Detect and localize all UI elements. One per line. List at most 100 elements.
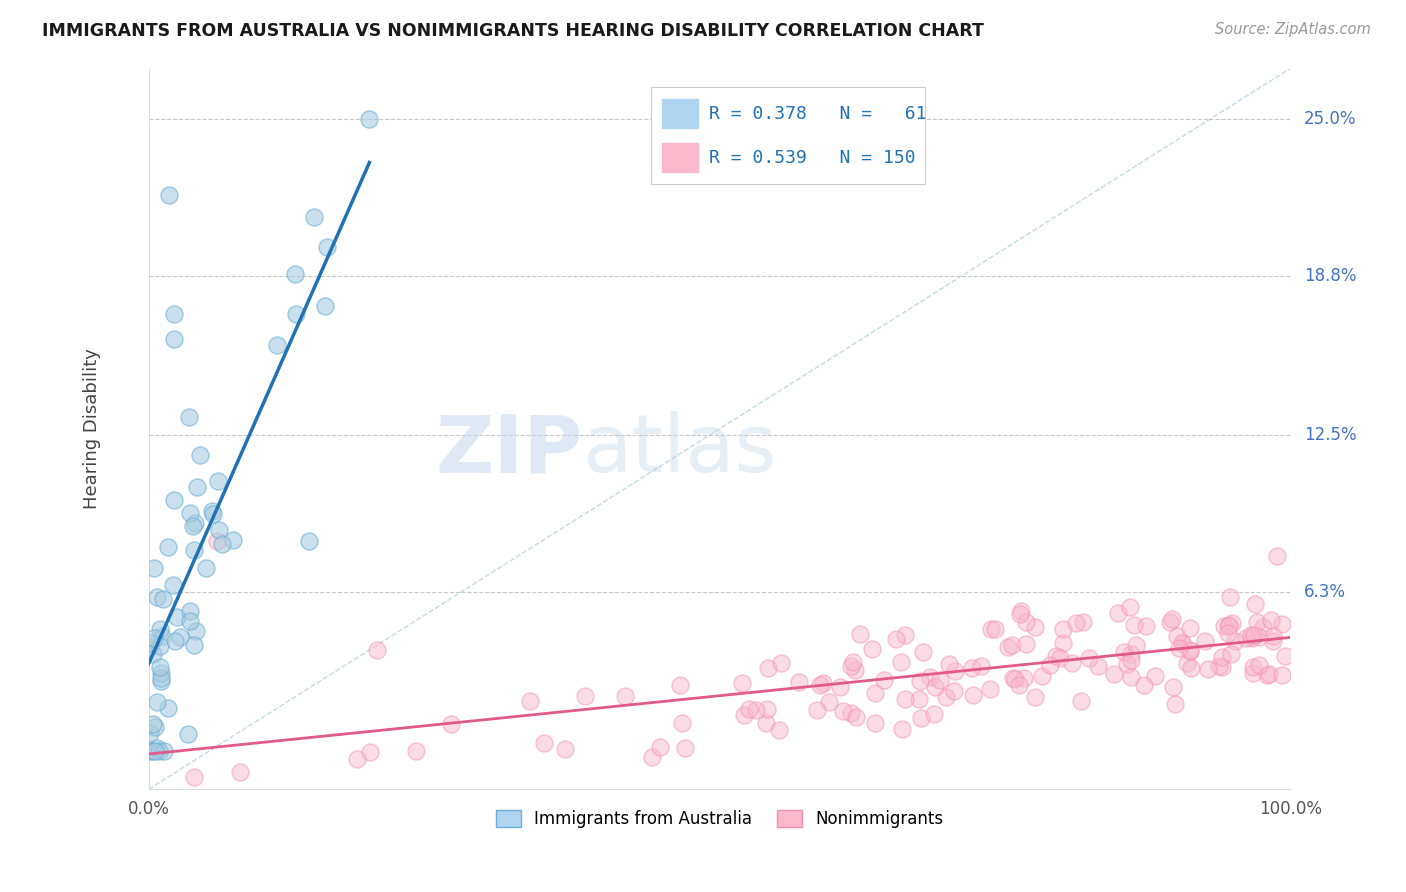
Point [1015,615,1038,629]
Point [143,631,166,645]
Legend: Immigrants from Australia, Nonimmigrants: Immigrants from Australia, Nonimmigrants [489,804,950,835]
Point [1180,644,1202,658]
Point [201,507,224,521]
Point [910,711,932,725]
Point [157,700,180,714]
Point [613,690,636,704]
Point [1024,620,1046,634]
Point [910,674,932,689]
Point [755,716,778,731]
Point [1220,615,1243,630]
Point [145,590,167,604]
Point [1087,659,1109,673]
Point [920,670,942,684]
Point [1256,668,1278,682]
Point [207,474,229,488]
Point [1243,597,1265,611]
Point [1052,622,1074,636]
Point [828,680,851,694]
Point [650,740,672,755]
Point [149,622,172,636]
Point [863,716,886,731]
Point [183,516,205,531]
Point [1107,606,1129,620]
Point [844,663,866,677]
Point [284,307,307,321]
Point [873,673,896,688]
Point [1164,697,1187,711]
Point [839,659,862,673]
Point [942,684,965,698]
Point [1015,637,1038,651]
Point [980,622,1002,636]
Point [907,692,929,706]
Point [1045,649,1067,664]
Point [304,210,326,224]
Point [1112,645,1135,659]
Point [1121,670,1143,684]
Point [153,744,176,758]
Point [1070,694,1092,708]
Point [1241,632,1264,646]
Point [1175,657,1198,671]
Point [1077,651,1099,665]
Point [960,661,983,675]
Point [997,640,1019,654]
Point [152,592,174,607]
Point [1166,629,1188,643]
Point [1001,671,1024,685]
Point [177,410,200,425]
Point [143,720,166,734]
Text: 6.3%: 6.3% [1303,583,1346,601]
Point [297,534,319,549]
Point [1119,648,1142,662]
Point [818,695,841,709]
Point [1064,615,1087,630]
Point [146,741,169,756]
Point [669,678,692,692]
Point [1194,634,1216,648]
Point [1225,634,1247,648]
Point [1241,660,1264,674]
Point [148,660,170,674]
Point [769,656,792,670]
Point [1271,668,1294,682]
Point [1274,648,1296,663]
Point [181,519,204,533]
Point [143,744,166,758]
Point [1260,614,1282,628]
Point [1180,621,1202,635]
Point [177,727,200,741]
Point [894,691,917,706]
Point [152,629,174,643]
Point [1052,636,1074,650]
Point [314,299,336,313]
Point [188,448,211,462]
Point [832,704,855,718]
Point [200,504,222,518]
Point [284,267,307,281]
Point [1012,671,1035,685]
Point [229,764,252,779]
Point [359,112,381,127]
Point [179,506,201,520]
Point [346,752,368,766]
Point [1161,612,1184,626]
Point [1168,641,1191,656]
Point [884,632,907,647]
Point [183,638,205,652]
Point [1159,615,1181,629]
Point [806,703,828,717]
Text: IMMIGRANTS FROM AUSTRALIA VS NONIMMIGRANTS HEARING DISABILITY CORRELATION CHART: IMMIGRANTS FROM AUSTRALIA VS NONIMMIGRAN… [42,22,984,40]
Point [1247,631,1270,645]
Point [148,744,170,758]
Point [745,703,768,717]
Point [1216,619,1239,633]
Point [166,609,188,624]
Point [849,626,872,640]
Point [1004,672,1026,686]
Point [169,631,191,645]
Point [1049,651,1071,665]
Point [863,685,886,699]
Point [1212,619,1234,633]
